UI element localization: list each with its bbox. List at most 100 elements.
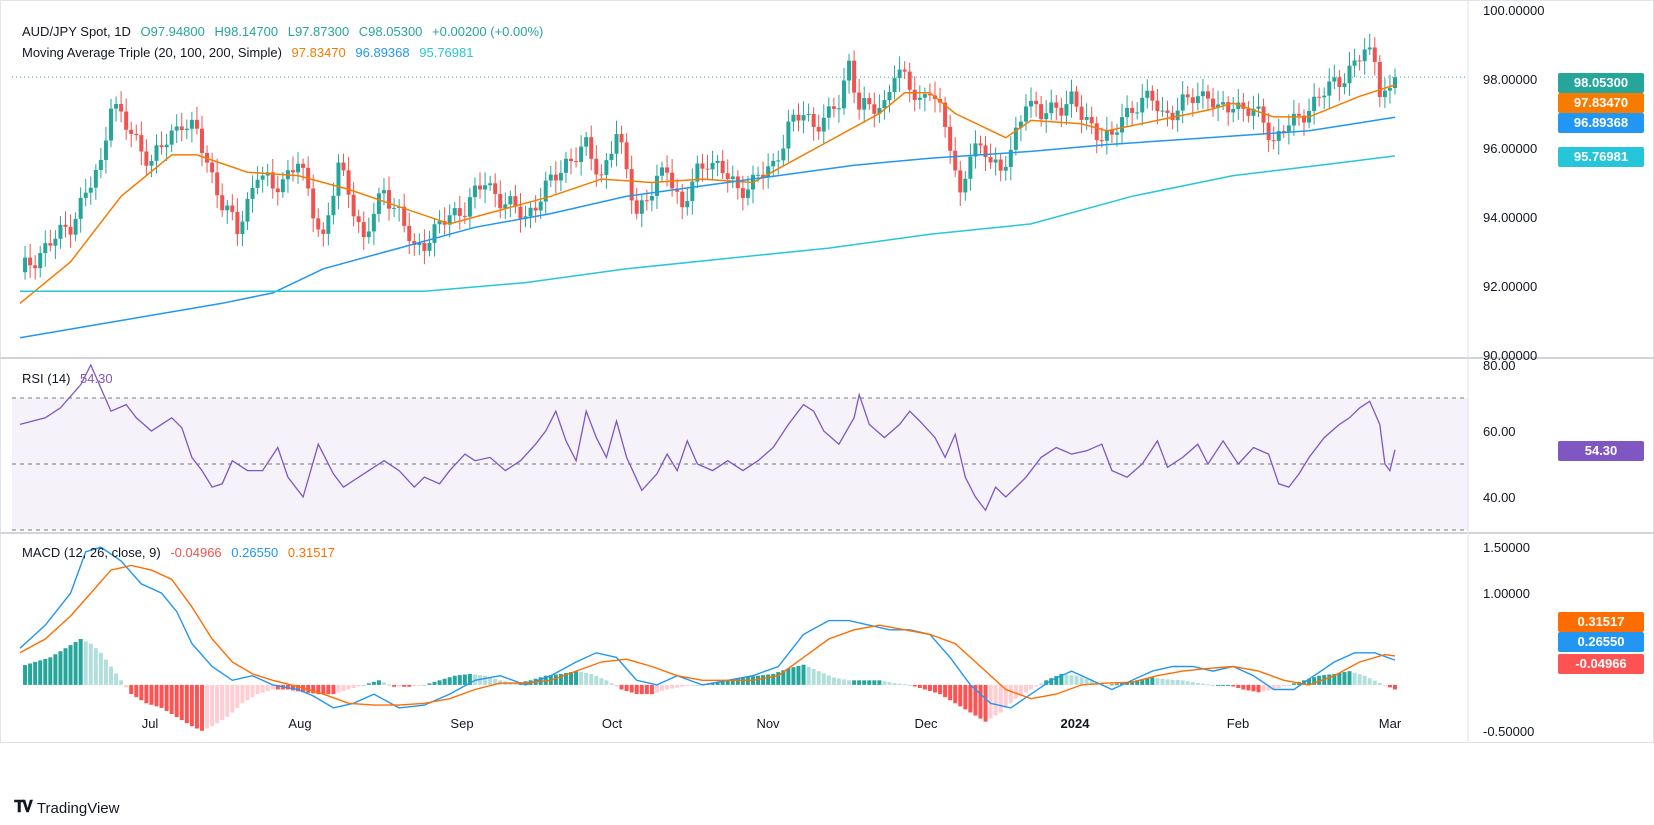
open-value: O97.94800 bbox=[140, 24, 205, 39]
macd-hist-bar bbox=[1023, 684, 1028, 693]
candle-body bbox=[366, 231, 371, 238]
macd-hist-bar bbox=[1327, 674, 1332, 685]
macd-hist-bar bbox=[78, 639, 83, 685]
candle-body bbox=[538, 201, 543, 211]
candle-body bbox=[1013, 127, 1018, 150]
candle-body bbox=[963, 178, 968, 193]
macd-hist-bar bbox=[432, 681, 437, 685]
candle-body bbox=[720, 160, 725, 174]
macd-hist-bar bbox=[978, 684, 983, 719]
candle-body bbox=[169, 130, 174, 145]
macd-hist-bar bbox=[326, 684, 331, 695]
macd-hist-bar bbox=[331, 684, 336, 695]
macd-hist-bar bbox=[553, 674, 558, 685]
candle-body bbox=[280, 179, 285, 193]
candle-body bbox=[351, 194, 356, 217]
candle-body bbox=[1059, 107, 1064, 116]
candle-body bbox=[457, 208, 462, 216]
candle-body bbox=[1337, 77, 1342, 87]
candle-body bbox=[1165, 110, 1170, 113]
candle-body bbox=[1367, 47, 1372, 50]
macd-hist-bar bbox=[1317, 675, 1322, 685]
candle-body bbox=[1170, 112, 1175, 121]
macd-hist-bar bbox=[447, 677, 452, 685]
price-tick-label: 96.00000 bbox=[1483, 141, 1537, 156]
candle-body bbox=[189, 119, 194, 129]
macd-hist-bar bbox=[321, 684, 326, 695]
x-tick-label: Aug bbox=[288, 716, 311, 731]
macd-hist-bar bbox=[1352, 672, 1357, 685]
candle-body bbox=[144, 151, 149, 166]
macd-hist-bar bbox=[953, 684, 958, 704]
macd-hist-bar bbox=[139, 684, 144, 701]
macd-hist-bar bbox=[932, 684, 937, 693]
macd-hist-bar bbox=[1029, 684, 1034, 690]
candle-body bbox=[1387, 88, 1392, 91]
candle-body bbox=[584, 137, 589, 147]
change-value: +0.00200 (+0.00%) bbox=[432, 24, 544, 39]
candle-body bbox=[852, 60, 857, 93]
macd-hist-bar bbox=[710, 683, 715, 685]
rsi-tick-label: 60.00 bbox=[1483, 424, 1516, 439]
macd-hist-bar bbox=[897, 683, 902, 685]
branding-label: TradingView bbox=[36, 799, 120, 817]
macd-hist-bar bbox=[786, 668, 791, 685]
macd-hist-bar bbox=[442, 678, 447, 685]
candle-body bbox=[447, 215, 452, 225]
macd-hist-bar bbox=[1286, 684, 1291, 686]
macd-hist-bar bbox=[483, 675, 488, 685]
macd-signal-badge: 0.31517 bbox=[1558, 612, 1644, 632]
candle-body bbox=[978, 143, 983, 146]
candle-body bbox=[1382, 90, 1387, 98]
macd-hist-bar bbox=[1044, 680, 1049, 685]
candle-body bbox=[422, 242, 427, 251]
macd-hist-bar bbox=[1003, 684, 1008, 708]
rsi-line bbox=[19, 363, 1396, 512]
macd-hist-bar bbox=[38, 660, 43, 685]
candle-body bbox=[1008, 149, 1013, 167]
macd-hist-bar bbox=[862, 680, 867, 685]
ma-label[interactable]: Moving Average Triple (20, 100, 200, Sim… bbox=[22, 45, 282, 60]
candle-body bbox=[149, 160, 154, 166]
candle-body bbox=[948, 126, 953, 151]
candle-body bbox=[331, 195, 336, 216]
candle-body bbox=[710, 162, 715, 170]
macd-hist-bar bbox=[1145, 678, 1150, 685]
candle-body bbox=[134, 133, 139, 136]
macd-hist-bar bbox=[1387, 684, 1392, 688]
candle-body bbox=[745, 189, 750, 198]
macd-hist-bar bbox=[1074, 675, 1079, 685]
macd-hist-bar bbox=[205, 684, 210, 729]
macd-label[interactable]: MACD (12, 26, close, 9) bbox=[22, 545, 161, 560]
macd-hist-bar bbox=[574, 671, 579, 685]
rsi-label[interactable]: RSI (14) bbox=[22, 371, 71, 386]
candle-body bbox=[1069, 91, 1074, 105]
close-value: C98.05300 bbox=[358, 24, 423, 39]
macd-hist-bar bbox=[1332, 673, 1337, 685]
price-badge: 98.05300 bbox=[1558, 73, 1644, 93]
candle-body bbox=[255, 179, 260, 188]
candle-body bbox=[199, 128, 204, 153]
candle-body bbox=[1140, 97, 1145, 113]
macd-hist-bar bbox=[756, 675, 761, 685]
candle-body bbox=[705, 168, 710, 170]
ma-line-100 bbox=[19, 116, 1396, 339]
candle-body bbox=[174, 126, 179, 131]
macd-hist-bar bbox=[371, 681, 376, 685]
macd-hist-bar bbox=[346, 684, 351, 690]
macd-hist-bar bbox=[33, 661, 38, 685]
candle-body bbox=[124, 111, 129, 130]
candle-body bbox=[569, 158, 574, 162]
candle-body bbox=[1317, 96, 1322, 98]
candle-body bbox=[968, 156, 973, 179]
candle-body bbox=[862, 98, 867, 110]
macd-line-badge: 0.26550 bbox=[1558, 632, 1644, 652]
macd-hist-value: -0.04966 bbox=[170, 545, 222, 560]
tradingview-logo[interactable]: 𝐓𝐕 TradingView bbox=[14, 799, 119, 817]
candle-body bbox=[1079, 106, 1084, 120]
candle-body bbox=[321, 229, 326, 234]
candle-body bbox=[543, 180, 548, 202]
symbol-label[interactable]: AUD/JPY Spot, 1D bbox=[22, 24, 131, 39]
macd-hist-bar bbox=[1109, 684, 1114, 686]
macd-hist-bar bbox=[306, 684, 311, 693]
